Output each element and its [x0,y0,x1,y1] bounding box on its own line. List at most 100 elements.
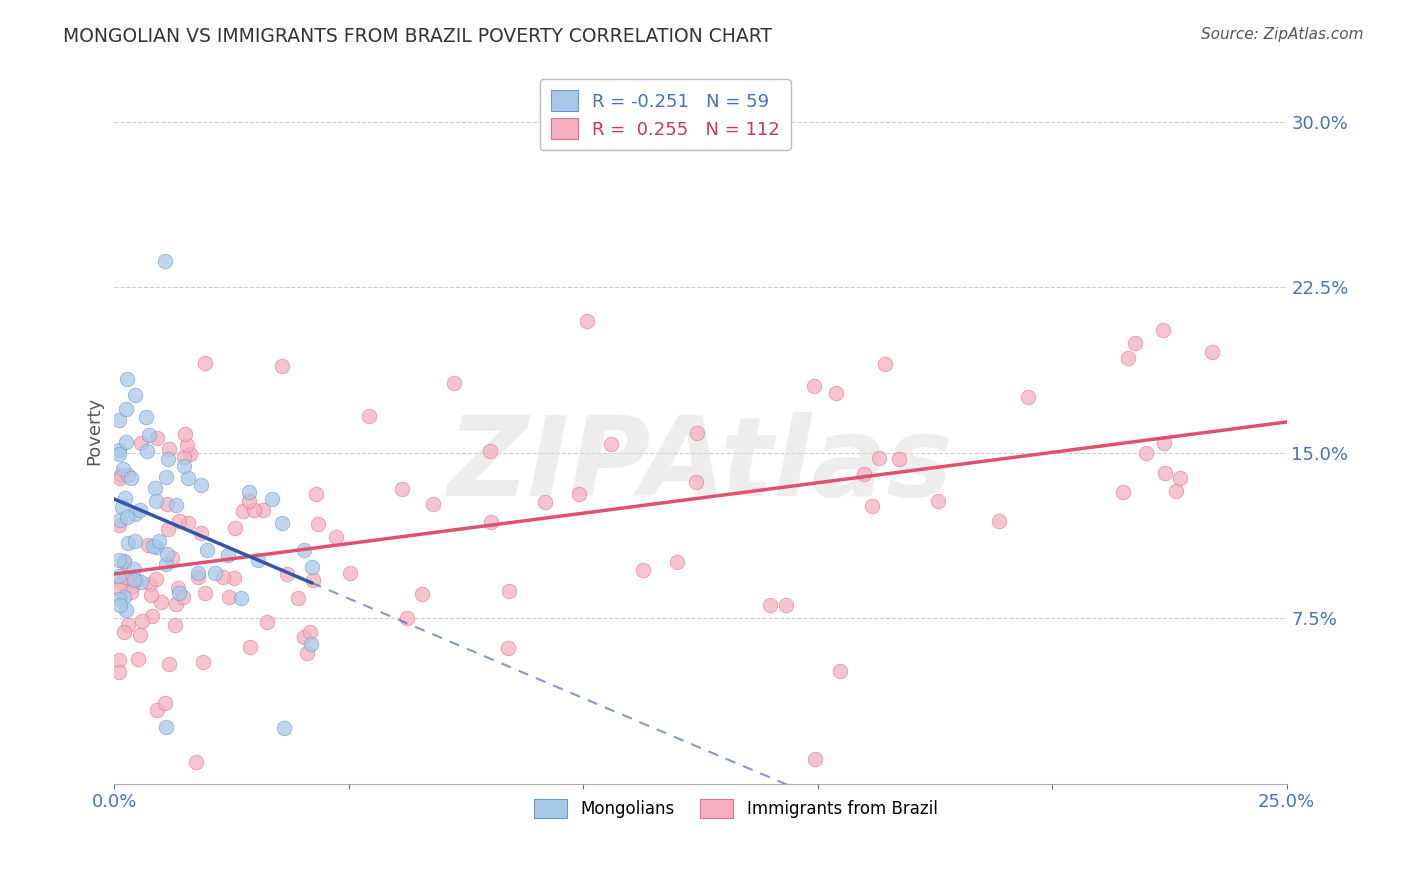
Point [173,450,195,464]
Point [887,451,910,466]
Point [146,431,169,445]
Point [115,509,138,524]
Point [297,646,319,660]
Point [411,587,433,601]
Point [156,522,179,536]
Point [108,413,131,427]
Point [136,538,159,552]
Point [224,521,246,535]
Point [1018,390,1040,404]
Point [114,401,136,416]
Point [135,410,157,425]
Point [195,543,218,558]
Legend: Mongolians, Immigrants from Brazil: Mongolians, Immigrants from Brazil [527,792,943,825]
Point [217,549,239,563]
Point [150,595,173,609]
Point [232,504,254,518]
Point [631,563,654,577]
Point [156,498,179,512]
Point [111,500,134,515]
Text: MONGOLIAN VS IMMIGRANTS FROM BRAZIL POVERTY CORRELATION CHART: MONGOLIAN VS IMMIGRANTS FROM BRAZIL POVE… [63,27,772,45]
Point [1153,436,1175,450]
Point [292,542,315,557]
Point [222,570,245,584]
Point [828,664,851,678]
Point [139,588,162,602]
Point [129,627,152,641]
Point [218,590,240,604]
Point [157,442,180,456]
Point [238,484,260,499]
Point [194,355,217,369]
Point [243,502,266,516]
Point [194,586,217,600]
Point [165,598,187,612]
Point [145,540,167,554]
Point [1168,471,1191,485]
Point [1135,446,1157,460]
Point [146,703,169,717]
Point [145,572,167,586]
Point [162,550,184,565]
Point [108,517,131,532]
Point [479,515,502,529]
Point [685,475,707,490]
Point [112,553,135,567]
Point [108,569,131,583]
Point [108,581,131,595]
Point [114,603,136,617]
Point [179,447,201,461]
Point [1152,323,1174,337]
Point [534,495,557,509]
Point [1201,344,1223,359]
Point [145,494,167,508]
Point [229,591,252,605]
Point [122,573,145,587]
Point [169,514,191,528]
Point [498,584,520,599]
Point [852,467,875,481]
Point [252,503,274,517]
Point [190,478,212,492]
Point [302,573,325,587]
Point [238,493,260,508]
Point [287,591,309,605]
Point [165,498,187,512]
Point [108,599,131,613]
Point [325,530,347,544]
Point [927,493,949,508]
Point [1112,484,1135,499]
Point [155,470,177,484]
Y-axis label: Poverty: Poverty [86,397,103,465]
Point [666,555,689,569]
Point [142,539,165,553]
Point [177,471,200,485]
Point [127,652,149,666]
Point [111,462,134,476]
Point [176,437,198,451]
Point [108,591,131,606]
Point [860,500,883,514]
Point [299,624,322,639]
Point [1154,466,1177,480]
Point [187,570,209,584]
Point [775,598,797,612]
Point [299,637,322,651]
Point [187,566,209,581]
Point [204,566,226,580]
Point [301,559,323,574]
Point [112,555,135,569]
Point [190,525,212,540]
Point [575,313,598,327]
Point [804,752,827,766]
Point [339,566,361,580]
Point [112,590,135,604]
Point [262,491,284,506]
Point [114,491,136,505]
Point [153,254,176,268]
Point [108,513,131,527]
Point [173,459,195,474]
Point [108,443,131,458]
Point [600,437,623,451]
Point [148,534,170,549]
